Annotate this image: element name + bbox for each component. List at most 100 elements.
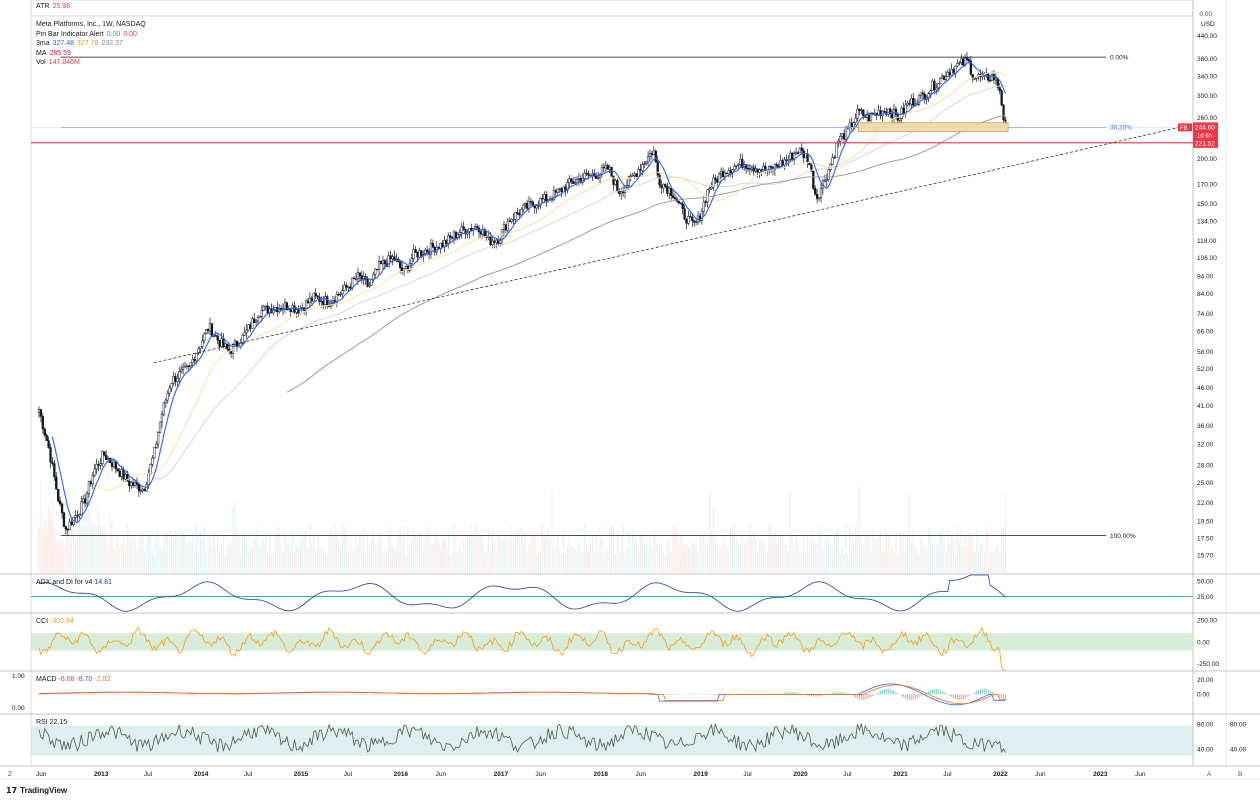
candle-body [748,168,752,170]
macd-histogram-bar [186,694,188,696]
macd-histogram-bar [159,693,161,695]
volume-bar [545,535,547,573]
macd-histogram-bar [693,693,695,695]
candle-body [990,74,994,81]
volume-bar [341,525,344,573]
volume-bar [349,547,351,573]
volume-bar [249,548,251,573]
auto-scale-button[interactable]: A [1207,771,1212,778]
macd-histogram-bar [885,688,887,695]
volume-bar [605,550,607,573]
candle-body [45,434,48,441]
pinbar-v2: 0.00 [123,30,137,38]
candle-body [139,490,142,492]
candle-body [648,153,652,157]
pinbar-legend[interactable]: Pin Bar Indicator Alert 0.00 0.00 [36,30,146,40]
fib-level-label: 0.00% [1110,54,1129,61]
volume-bar [995,547,997,573]
candle-body [495,239,498,243]
macd-histogram-bar [61,693,63,695]
volume-bar [44,517,46,573]
volume-bar [301,537,303,573]
macd-histogram-bar [482,694,484,695]
volume-bar [391,546,394,573]
macd-histogram-bar [853,694,855,697]
ma-legend[interactable]: MA 285.59 [36,49,146,59]
candle-body [447,235,450,244]
candle-body [450,237,454,239]
macd-histogram-bar [332,694,334,696]
candle-body [343,284,346,291]
candle-body [181,366,185,370]
macd-histogram-bar [480,694,482,696]
symbol-line[interactable]: Meta Platforms, Inc., 1W, NASDAQ [36,21,146,28]
volume-bar [974,551,976,573]
rsi-tick-label: 40.00 [1197,747,1214,754]
top-scale-value: 0.00 [1199,11,1212,18]
macd-histogram-bar [215,693,217,695]
candle-body [254,320,258,324]
macd-histogram-bar [330,694,332,696]
volume-bar [879,531,882,573]
volume-bar [660,542,663,573]
volume-bar [53,527,55,573]
macd-histogram-bar [42,694,44,696]
volume-bar [816,543,818,573]
volume-bar [482,540,484,573]
candle-body [608,166,611,170]
volume-bar [88,493,90,573]
macd-histogram-bar [84,694,86,695]
time-tick-label: Jun [635,771,646,778]
macd-histogram-bar [599,693,601,695]
time-tick-label: Jul [943,771,952,778]
volume-bar [856,530,859,573]
countdown-value: 1d 6h [1197,133,1212,139]
scale-b-button[interactable]: B [1238,771,1243,778]
macd-histogram-bar [958,694,960,700]
volume-bar [313,535,315,573]
macd-histogram-bar [664,694,666,695]
volume-bar [572,545,574,573]
candle-body [952,69,955,74]
time-tick-label: 2021 [893,771,908,778]
volume-bar [672,525,674,573]
candle-body [187,365,191,367]
volume-bar [278,526,280,573]
candle-body [416,252,419,258]
candle-body [620,191,623,194]
candle-body [39,409,43,417]
macd-histogram-bar [165,693,167,695]
volume-bar [966,545,968,573]
vol-legend[interactable]: Vol 147.046M [36,58,146,68]
volume-bar [983,550,985,573]
volume-bar [511,525,513,573]
volume-bar [726,550,728,573]
volume-bar [553,549,555,573]
candle-body [110,462,114,468]
volume-bar [124,548,127,573]
volume-bar [213,531,215,573]
candle-body [226,343,229,350]
candle-body [625,185,629,188]
zoom-button[interactable]: Z [8,771,12,778]
candle-body [64,526,68,530]
volume-bar [697,551,699,573]
macd-histogram-bar [578,694,580,695]
macd-histogram-bar [953,694,955,699]
time-tick-label: Jul [244,771,253,778]
ma-value: 285.59 [49,49,71,57]
candle-body [429,243,433,255]
volume-bar [985,526,987,573]
candle-body [596,177,600,179]
macd-histogram-bar [789,692,791,695]
volume-bar [655,536,657,573]
macd-histogram-bar [132,694,134,695]
volume-bar [384,550,386,573]
volume-bar [351,551,353,573]
ma3-legend[interactable]: 3ma 327.48 327.78 232.37 [36,39,146,49]
volume-bar [645,540,647,573]
volume-bar [497,531,499,573]
macd-histogram-bar [601,693,603,695]
candle-body [677,201,680,204]
